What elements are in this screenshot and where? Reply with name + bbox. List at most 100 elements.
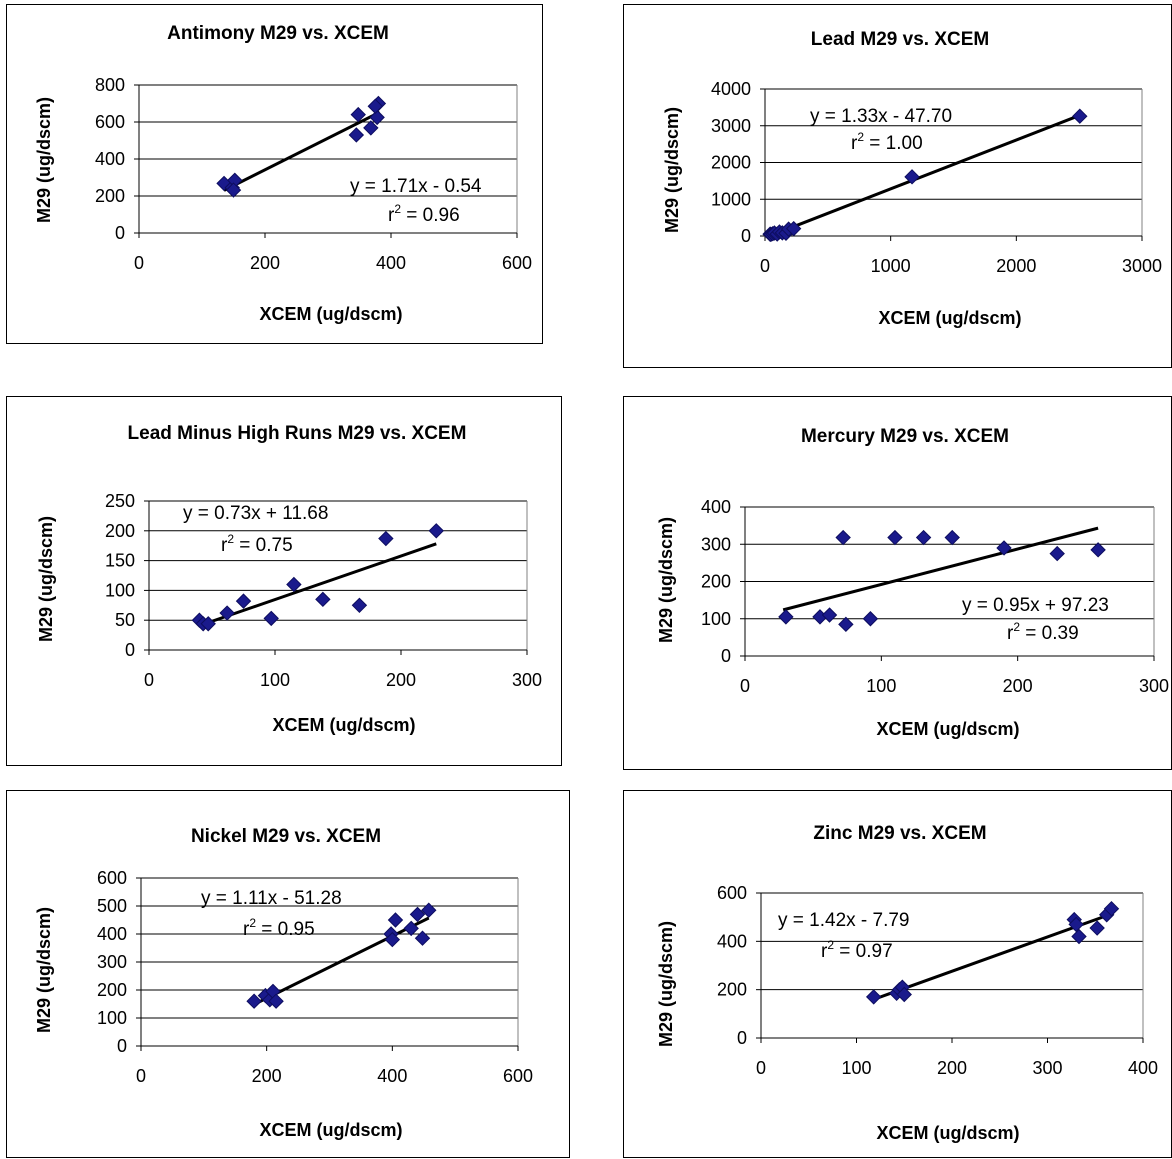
y-tick-label: 3000 [711,116,751,136]
y-tick-label: 0 [117,1036,127,1056]
x-tick-label: 100 [260,670,290,690]
x-tick-label: 200 [937,1058,967,1078]
y-tick-label: 400 [701,497,731,517]
data-point [414,930,431,946]
chart-panel-lead-minus-high-runs: Lead Minus High Runs M29 vs. XCEM 0 50 100… [6,396,562,766]
trendline [873,913,1111,1001]
chart-title: Zinc M29 vs. XCEM [813,823,986,844]
y-tick-label: 200 [97,980,127,1000]
data-point [778,609,794,625]
x-axis-title: XCEM (ug/dscm) [272,715,415,735]
trendline-equation: y = 0.95x + 97.23 [962,595,1109,616]
trendline-equation: y = 0.73x + 11.68 [183,503,328,524]
y-tick-label: 100 [105,580,135,600]
y-tick-label: 250 [105,491,135,511]
data-point [835,529,851,546]
data-point [428,523,444,539]
data-point [944,529,960,546]
data-point [403,920,419,937]
data-point [862,611,879,627]
x-tick-label: 100 [866,676,896,696]
data-point [1068,916,1084,933]
y-tick-label: 100 [701,609,731,629]
x-tick-label: 0 [136,1066,146,1086]
x-tick-label: 0 [740,676,750,696]
chart-panel-nickel: Nickel M29 vs. XCEM 0 100 200 300 400 500 600 0… [6,790,570,1158]
y-tick-label: 300 [97,952,127,972]
data-point [263,610,279,627]
r-squared-label: r2 = 0.39 [1007,620,1079,644]
data-point [1071,928,1087,945]
chart-svg-antimony: Antimony M29 vs. XCEM 0 200 400 600 800 0 200 4… [34,23,532,324]
x-axis-title: XCEM (ug/dscm) [878,308,1021,328]
data-point [315,591,331,608]
data-point [1049,545,1065,562]
x-tick-label: 100 [841,1058,871,1078]
y-tick-label: 0 [741,226,751,246]
x-axis-title: XCEM (ug/dscm) [876,1123,1019,1143]
y-tick-label: 600 [97,868,127,888]
y-axis-title: M29 (ug/dscm) [34,97,54,223]
y-tick-label: 400 [95,149,125,169]
x-tick-label: 200 [252,1066,282,1086]
y-tick-label: 200 [701,572,731,592]
x-tick-label: 200 [250,253,280,273]
x-tick-label: 200 [386,670,416,690]
x-tick-label: 1000 [871,256,911,276]
data-point [369,109,385,126]
data-point [384,931,401,948]
y-tick-label: 300 [701,534,731,554]
y-axis-title: M29 (ug/dscm) [656,921,676,1047]
x-tick-label: 600 [502,253,532,273]
x-tick-label: 600 [503,1066,533,1086]
chart-svg-zinc: Zinc M29 vs. XCEM 0 200 400 600 0 100 200 300 40… [656,823,1158,1143]
y-tick-label: 0 [737,1028,747,1048]
x-axis-title: XCEM (ug/dscm) [259,304,402,324]
x-tick-label: 0 [760,256,770,276]
data-point [785,220,802,237]
data-point [838,616,854,633]
y-axis-title: M29 (ug/dscm) [36,516,56,642]
data-point [286,576,302,593]
trendline [198,542,437,628]
data-point [387,912,404,928]
chart-title: Lead Minus High Runs M29 vs. XCEM [128,423,467,444]
chart-svg-lead: Lead M29 vs. XCEM 0 1000 2000 3000 4000 0 1000… [662,29,1162,328]
data-point [1103,901,1120,917]
y-tick-label: 4000 [711,79,751,99]
y-tick-label: 600 [717,883,747,903]
x-tick-label: 400 [1128,1058,1158,1078]
trendline [782,526,1099,612]
data-point [821,607,838,623]
data-point [1072,108,1088,124]
y-tick-label: 800 [95,75,125,95]
y-tick-label: 400 [717,931,747,951]
r-squared-label: r2 = 1.00 [851,130,923,154]
data-point [363,120,379,136]
chart-panel-antimony: Antimony M29 vs. XCEM 0 200 400 600 800 0 200 4… [6,4,543,344]
trendline-equation: y = 1.33x - 47.70 [810,106,952,127]
x-tick-label: 0 [134,253,144,273]
data-point [367,98,383,114]
data-point [225,182,242,198]
data-point [246,993,262,1009]
chart-panel-zinc: Zinc M29 vs. XCEM 0 200 400 600 0 100 200 300 40… [623,790,1172,1158]
trendline [769,113,1081,238]
data-point [904,169,920,185]
y-tick-label: 600 [95,112,125,132]
y-axis-title: M29 (ug/dscm) [34,907,54,1033]
r-squared-label: r2 = 0.75 [221,532,293,556]
x-tick-label: 300 [1139,676,1169,696]
y-tick-label: 150 [105,551,135,571]
data-point [378,530,394,547]
trendline-equation: y = 1.42x - 7.79 [778,910,910,931]
data-point [865,989,882,1005]
data-point [1090,542,1106,558]
x-tick-label: 0 [756,1058,766,1078]
x-tick-label: 400 [376,253,406,273]
y-tick-label: 0 [721,646,731,666]
chart-title: Lead M29 vs. XCEM [811,29,989,50]
trendline-equation: y = 1.71x - 0.54 [350,176,482,197]
x-tick-label: 400 [377,1066,407,1086]
y-tick-label: 500 [97,896,127,916]
